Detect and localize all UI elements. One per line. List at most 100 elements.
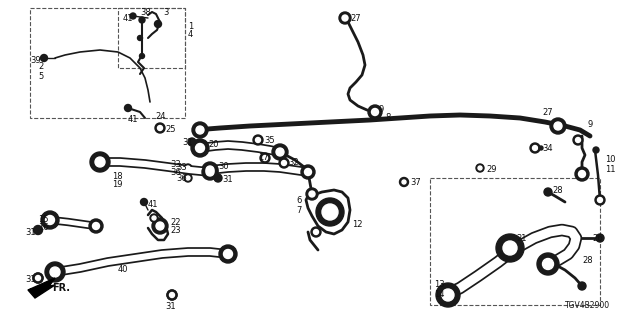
Circle shape [279,158,289,168]
Circle shape [202,164,218,180]
Text: 17: 17 [258,153,269,162]
Text: 2: 2 [38,62,44,71]
Circle shape [206,166,214,174]
Bar [118,8,185,68]
Circle shape [478,166,482,170]
Text: 28: 28 [552,186,563,195]
Text: 36: 36 [170,168,180,177]
Text: 13: 13 [434,280,445,289]
Circle shape [311,227,321,237]
Circle shape [339,12,351,24]
Text: 40: 40 [118,265,129,274]
Circle shape [575,167,589,181]
Circle shape [322,204,338,220]
Circle shape [93,222,99,229]
Circle shape [138,36,143,41]
Text: TGV4B2900: TGV4B2900 [565,301,610,310]
Circle shape [35,276,40,281]
Circle shape [167,290,177,300]
Text: 10: 10 [605,155,616,164]
Circle shape [184,164,192,172]
Circle shape [593,147,599,153]
Circle shape [550,118,566,134]
Text: 8: 8 [385,113,390,122]
Text: 41: 41 [148,200,159,209]
Circle shape [195,143,205,153]
Circle shape [214,174,222,182]
Circle shape [544,188,552,196]
Text: 36: 36 [176,174,187,183]
Circle shape [219,245,237,263]
Circle shape [573,135,583,145]
Text: 9: 9 [588,120,593,129]
Circle shape [188,138,196,146]
Circle shape [532,146,538,150]
Text: 22: 22 [170,218,180,227]
Text: 41: 41 [128,115,138,124]
Circle shape [579,171,586,178]
Circle shape [191,139,209,157]
Circle shape [543,259,554,269]
Circle shape [255,138,260,142]
Circle shape [95,157,105,167]
Text: 16: 16 [38,223,49,232]
Circle shape [342,15,348,21]
Circle shape [184,174,192,182]
Circle shape [309,191,315,197]
Circle shape [167,290,177,300]
Circle shape [503,241,517,255]
Text: 39: 39 [30,56,40,65]
Circle shape [530,143,540,153]
Circle shape [537,253,559,275]
Text: 31: 31 [165,302,175,311]
Circle shape [156,222,164,230]
Text: 19: 19 [112,180,122,189]
Circle shape [496,234,524,262]
Circle shape [598,197,602,203]
Circle shape [436,283,460,307]
Circle shape [314,229,319,235]
Text: 27: 27 [350,14,360,23]
Circle shape [442,289,454,301]
Text: 24: 24 [155,112,166,121]
Circle shape [186,166,190,170]
Text: 3: 3 [163,8,168,17]
Circle shape [192,122,208,138]
Text: 28: 28 [582,256,593,265]
Circle shape [371,108,378,116]
Text: 6: 6 [296,196,302,205]
Circle shape [90,152,110,172]
Circle shape [139,17,145,23]
Circle shape [262,156,268,161]
Circle shape [206,168,214,176]
Circle shape [130,13,136,19]
Text: 41: 41 [122,14,133,23]
Text: 31: 31 [182,138,193,147]
Text: 23: 23 [170,226,180,235]
Text: 5: 5 [38,72,44,81]
Circle shape [141,198,147,205]
Text: 21: 21 [516,234,527,243]
Text: 1: 1 [188,22,193,31]
Circle shape [125,105,131,111]
Text: 4: 4 [188,30,193,39]
Circle shape [223,250,232,259]
Circle shape [301,165,315,179]
Bar [430,178,600,305]
Text: 33: 33 [170,160,180,169]
Circle shape [402,180,406,184]
Circle shape [170,292,175,298]
Text: 37: 37 [410,178,420,187]
Circle shape [154,20,161,28]
Text: 31: 31 [222,175,232,184]
Circle shape [150,214,158,222]
Circle shape [326,208,334,216]
Circle shape [50,267,60,277]
Circle shape [539,146,543,150]
Circle shape [476,164,484,172]
Circle shape [89,219,103,233]
Text: 11: 11 [605,165,616,174]
Circle shape [399,178,408,187]
Circle shape [40,54,47,61]
Circle shape [368,105,382,119]
